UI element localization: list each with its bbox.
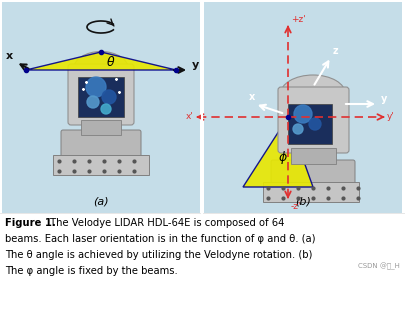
Bar xyxy=(81,120,121,135)
Text: The Velodye LIDAR HDL-64E is composed of 64: The Velodye LIDAR HDL-64E is composed of… xyxy=(47,218,284,228)
Text: The θ angle is achieved by utilizing the Velodyne rotation. (b): The θ angle is achieved by utilizing the… xyxy=(5,250,312,260)
Bar xyxy=(291,148,336,164)
FancyBboxPatch shape xyxy=(68,64,134,125)
Bar xyxy=(204,2,402,213)
Bar xyxy=(53,155,149,175)
Circle shape xyxy=(86,77,106,97)
FancyBboxPatch shape xyxy=(61,130,141,159)
Text: CSDN @鸿_H: CSDN @鸿_H xyxy=(358,262,400,269)
Text: y': y' xyxy=(387,112,395,121)
Circle shape xyxy=(102,90,116,104)
Text: +z': +z' xyxy=(291,15,306,24)
Circle shape xyxy=(101,104,111,114)
Circle shape xyxy=(87,96,99,108)
Text: The φ angle is fixed by the beams.: The φ angle is fixed by the beams. xyxy=(5,266,178,276)
Ellipse shape xyxy=(281,75,345,113)
Polygon shape xyxy=(26,52,176,70)
Text: Figure 1.: Figure 1. xyxy=(5,218,56,228)
Text: y: y xyxy=(381,94,387,104)
Ellipse shape xyxy=(73,51,128,87)
Circle shape xyxy=(309,118,321,130)
Circle shape xyxy=(294,105,312,123)
FancyBboxPatch shape xyxy=(271,160,355,186)
Text: y: y xyxy=(192,60,199,70)
Text: -z': -z' xyxy=(291,202,301,211)
Text: $\theta$: $\theta$ xyxy=(106,55,116,69)
Text: x: x xyxy=(249,92,255,102)
Text: x': x' xyxy=(186,112,194,121)
Bar xyxy=(2,2,200,213)
Text: z: z xyxy=(333,46,339,56)
Bar xyxy=(263,182,359,202)
Text: $\phi$: $\phi$ xyxy=(278,148,288,165)
Text: beams. Each laser orientation is in the function of φ and θ. (a): beams. Each laser orientation is in the … xyxy=(5,234,315,244)
Text: (b): (b) xyxy=(295,196,311,206)
Text: x: x xyxy=(6,51,13,61)
FancyBboxPatch shape xyxy=(278,87,349,153)
Circle shape xyxy=(293,124,303,134)
Text: (a): (a) xyxy=(93,196,109,206)
Bar xyxy=(78,77,124,117)
Bar xyxy=(288,104,332,144)
Polygon shape xyxy=(243,117,313,187)
